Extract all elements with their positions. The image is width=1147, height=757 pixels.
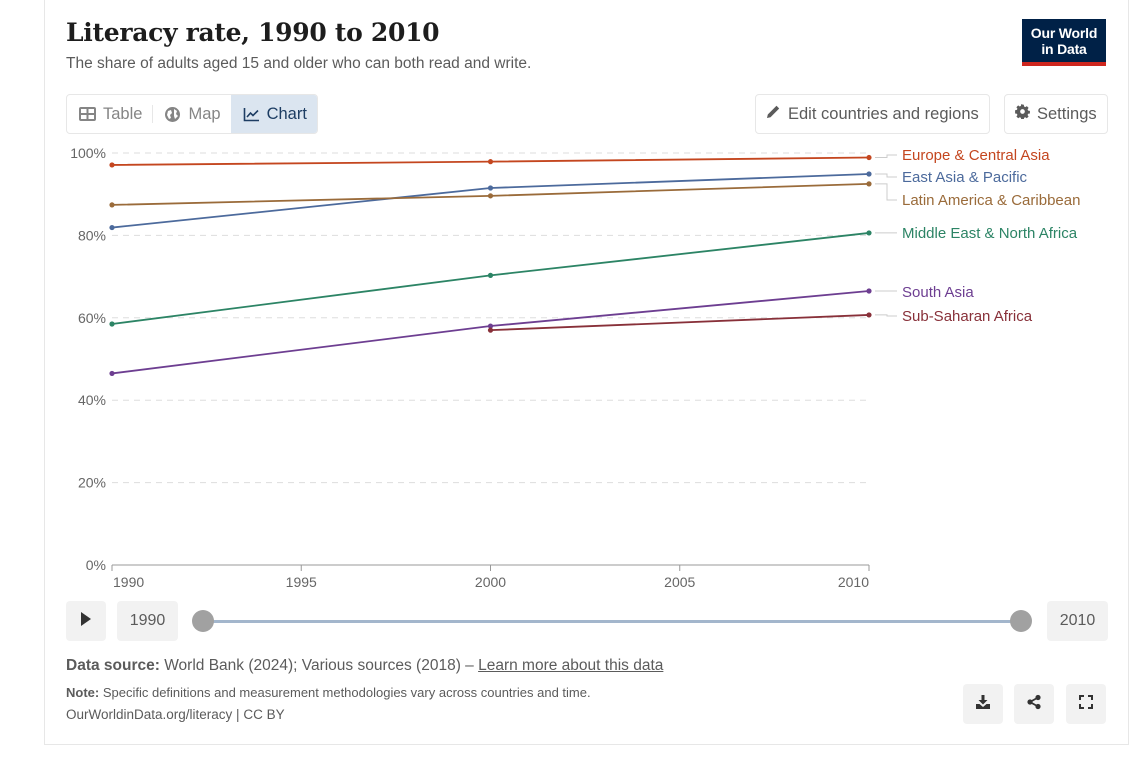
play-button[interactable]: [66, 601, 106, 641]
y-tick-label: 40%: [78, 392, 106, 408]
data-point: [866, 181, 872, 187]
view-tabs: Table Map Chart: [66, 94, 318, 134]
tab-table-label: Table: [103, 104, 143, 123]
data-source-text: World Bank (2024); Various sources (2018…: [159, 657, 479, 674]
data-point: [487, 193, 494, 199]
logo-line-1: Our World: [1030, 25, 1098, 41]
gear-icon: [1015, 104, 1030, 124]
series-label: Europe & Central Asia: [902, 147, 1050, 164]
owid-logo[interactable]: Our World in Data: [1022, 19, 1106, 66]
series-label: South Asia: [902, 284, 974, 301]
y-tick-label: 60%: [78, 310, 106, 326]
timeline-start-handle[interactable]: [192, 610, 214, 632]
x-tick-label: 2005: [664, 574, 695, 590]
chart-title: Literacy rate, 1990 to 2010: [66, 18, 440, 47]
data-point: [487, 327, 494, 333]
data-source: Data source: World Bank (2024); Various …: [66, 657, 663, 675]
label-connector: [875, 154, 897, 159]
data-point: [866, 230, 872, 236]
y-tick-label: 0%: [86, 557, 106, 573]
x-tick-label: 2010: [838, 574, 869, 590]
series-label: East Asia & Pacific: [902, 169, 1028, 186]
timeline-end-year[interactable]: 2010: [1047, 601, 1108, 641]
table-icon: [79, 107, 96, 121]
line-chart: 0% 20% 40% 60% 80% 100% 1990 1995 2000 2005 2010 Eu…: [70, 145, 1080, 590]
data-point: [487, 185, 494, 191]
tab-map[interactable]: Map: [152, 95, 230, 133]
settings-button[interactable]: Settings: [1004, 94, 1108, 134]
data-source-label: Data source:: [66, 657, 160, 674]
tab-table[interactable]: Table: [67, 95, 152, 133]
x-tick-label: 1995: [286, 574, 317, 590]
data-point: [109, 162, 115, 168]
timeline-track[interactable]: [203, 620, 1022, 623]
chart-note: Note: Specific definitions and measureme…: [66, 685, 591, 700]
edit-countries-label: Edit countries and regions: [788, 104, 979, 123]
data-point: [487, 159, 494, 165]
tab-map-label: Map: [188, 104, 221, 123]
data-point: [109, 370, 115, 377]
series-line: [111, 232, 870, 325]
y-tick-label: 80%: [78, 227, 106, 243]
data-point: [109, 321, 115, 327]
data-point: [109, 224, 115, 231]
note-label: Note:: [66, 685, 100, 700]
data-point: [866, 171, 872, 177]
globe-icon: [164, 106, 181, 123]
download-button[interactable]: [963, 684, 1003, 724]
fullscreen-icon: [1079, 694, 1093, 714]
note-text: Specific definitions and measurement met…: [99, 685, 591, 700]
data-point: [109, 202, 115, 208]
series-label: Middle East & North Africa: [902, 225, 1078, 242]
data-point: [487, 272, 494, 278]
share-button[interactable]: [1014, 684, 1054, 724]
share-icon: [1026, 694, 1042, 715]
pencil-icon: [766, 104, 781, 124]
x-tick-label: 2000: [475, 574, 506, 590]
label-connector: [875, 314, 897, 317]
y-tick-label: 100%: [70, 145, 106, 161]
x-tick-label: 1990: [113, 574, 144, 590]
label-connector: [875, 173, 897, 178]
timeline-end-handle[interactable]: [1010, 610, 1032, 632]
chart-subtitle: The share of adults aged 15 and older wh…: [66, 55, 532, 72]
series-line: [490, 314, 870, 332]
logo-line-2: in Data: [1041, 41, 1087, 57]
learn-more-link[interactable]: Learn more about this data: [478, 657, 664, 674]
timeline-start-year[interactable]: 1990: [117, 601, 178, 641]
edit-countries-button[interactable]: Edit countries and regions: [755, 94, 990, 134]
line-chart-icon: [243, 107, 260, 122]
play-icon: [80, 611, 92, 631]
tab-chart[interactable]: Chart: [230, 95, 317, 133]
y-tick-label: 20%: [78, 475, 106, 491]
label-connector: [875, 183, 897, 201]
settings-label: Settings: [1037, 104, 1097, 123]
data-point: [866, 312, 872, 318]
series-line: [111, 173, 870, 229]
data-point: [487, 323, 494, 329]
timeline: 1990 2010: [66, 601, 1108, 641]
download-icon: [975, 694, 991, 715]
origin-url[interactable]: OurWorldinData.org/literacy | CC BY: [66, 707, 285, 722]
tab-chart-label: Chart: [266, 104, 307, 123]
series-label: Sub-Saharan Africa: [902, 308, 1033, 325]
series-label: Latin America & Caribbean: [902, 192, 1080, 209]
data-point: [866, 154, 872, 161]
fullscreen-button[interactable]: [1066, 684, 1106, 724]
data-point: [866, 288, 872, 294]
